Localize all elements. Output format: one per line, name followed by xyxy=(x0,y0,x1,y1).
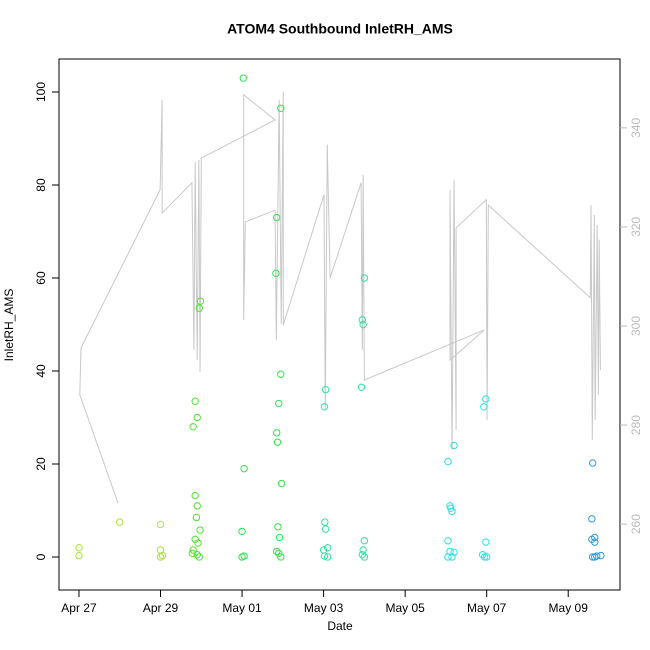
data-point xyxy=(75,543,83,552)
data-point xyxy=(240,552,248,560)
data-point xyxy=(275,533,284,542)
x-tick-label: May 03 xyxy=(304,601,344,615)
data-point xyxy=(360,553,369,561)
data-point xyxy=(277,104,285,112)
y-tick-label: 0 xyxy=(34,553,48,560)
data-point xyxy=(597,551,605,560)
data-point xyxy=(193,413,201,422)
data-point xyxy=(193,550,201,559)
data-point xyxy=(75,551,83,560)
y2-tick-label: 340 xyxy=(629,118,643,138)
data-point xyxy=(192,513,201,522)
data-point xyxy=(191,491,199,500)
data-point xyxy=(321,518,329,526)
data-point xyxy=(320,403,329,411)
y2-tick-label: 280 xyxy=(629,415,643,435)
x-tick-label: Apr 29 xyxy=(143,601,179,615)
data-point xyxy=(591,553,599,561)
data-point xyxy=(240,464,248,473)
data-point xyxy=(274,523,282,531)
data-point xyxy=(195,304,203,312)
data-point xyxy=(358,316,367,324)
data-point xyxy=(275,549,283,557)
data-point xyxy=(480,553,489,561)
y2-tick-label: 320 xyxy=(629,217,643,237)
data-point xyxy=(321,525,330,533)
data-point xyxy=(275,399,283,408)
data-point xyxy=(238,527,246,536)
data-point xyxy=(320,552,329,560)
data-point xyxy=(273,429,281,437)
chart-title: ATOM4 Southbound InletRH_AMS xyxy=(227,21,453,37)
data-point xyxy=(194,539,202,547)
x-tick-label: May 01 xyxy=(222,601,262,615)
data-point xyxy=(591,533,599,542)
x-tick-label: May 05 xyxy=(385,601,425,615)
data-point xyxy=(359,320,367,329)
y-tick-label: 40 xyxy=(34,364,48,378)
data-point xyxy=(193,502,201,510)
data-point xyxy=(239,74,247,82)
y2-tick-label: 260 xyxy=(629,514,643,534)
data-point xyxy=(450,548,458,557)
data-point xyxy=(195,553,203,561)
data-point xyxy=(588,553,597,561)
data-point xyxy=(158,551,167,560)
data-point xyxy=(357,383,366,391)
data-point xyxy=(360,274,369,282)
data-point xyxy=(196,297,205,305)
data-point xyxy=(591,538,599,546)
data-point xyxy=(450,441,458,450)
data-point xyxy=(444,537,452,545)
data-point xyxy=(360,537,369,545)
data-point xyxy=(448,507,456,516)
data-line xyxy=(79,91,601,504)
y-tick-label: 80 xyxy=(34,178,48,192)
x-axis-label: Date xyxy=(327,619,353,633)
x-tick-label: Apr 27 xyxy=(61,601,97,615)
data-point xyxy=(277,370,285,378)
x-tick-label: May 09 xyxy=(549,601,589,615)
x-tick-label: May 07 xyxy=(467,601,507,615)
data-point xyxy=(188,549,197,557)
data-point xyxy=(588,459,597,467)
data-point xyxy=(480,403,488,411)
data-point xyxy=(323,553,332,561)
data-point xyxy=(156,520,165,529)
data-point xyxy=(447,504,455,512)
data-point xyxy=(588,515,596,523)
data-point xyxy=(482,395,490,403)
data-point xyxy=(156,553,165,561)
data-point xyxy=(358,550,367,559)
data-point xyxy=(482,553,491,561)
data-point xyxy=(116,518,124,526)
data-point xyxy=(273,213,281,222)
y-tick-label: 60 xyxy=(34,271,48,285)
data-point xyxy=(482,538,490,546)
data-point xyxy=(273,438,282,446)
data-point xyxy=(321,385,330,394)
y-axis-label: InletRH_AMS xyxy=(2,289,16,362)
data-point xyxy=(323,543,332,552)
data-point xyxy=(189,423,197,431)
data-point xyxy=(277,553,285,561)
y-tick-label: 100 xyxy=(34,82,48,102)
data-point xyxy=(272,269,280,278)
y2-tick-label: 300 xyxy=(629,316,643,336)
data-point xyxy=(444,457,452,466)
data-point xyxy=(196,526,204,534)
data-point xyxy=(444,553,452,561)
data-point xyxy=(189,546,197,554)
data-point xyxy=(359,546,367,554)
y-tick-label: 20 xyxy=(34,457,48,471)
data-point xyxy=(478,550,487,559)
data-point xyxy=(448,553,456,561)
data-point xyxy=(277,479,286,488)
plot-frame xyxy=(58,58,621,591)
data-point xyxy=(273,547,281,556)
data-point xyxy=(191,397,199,405)
